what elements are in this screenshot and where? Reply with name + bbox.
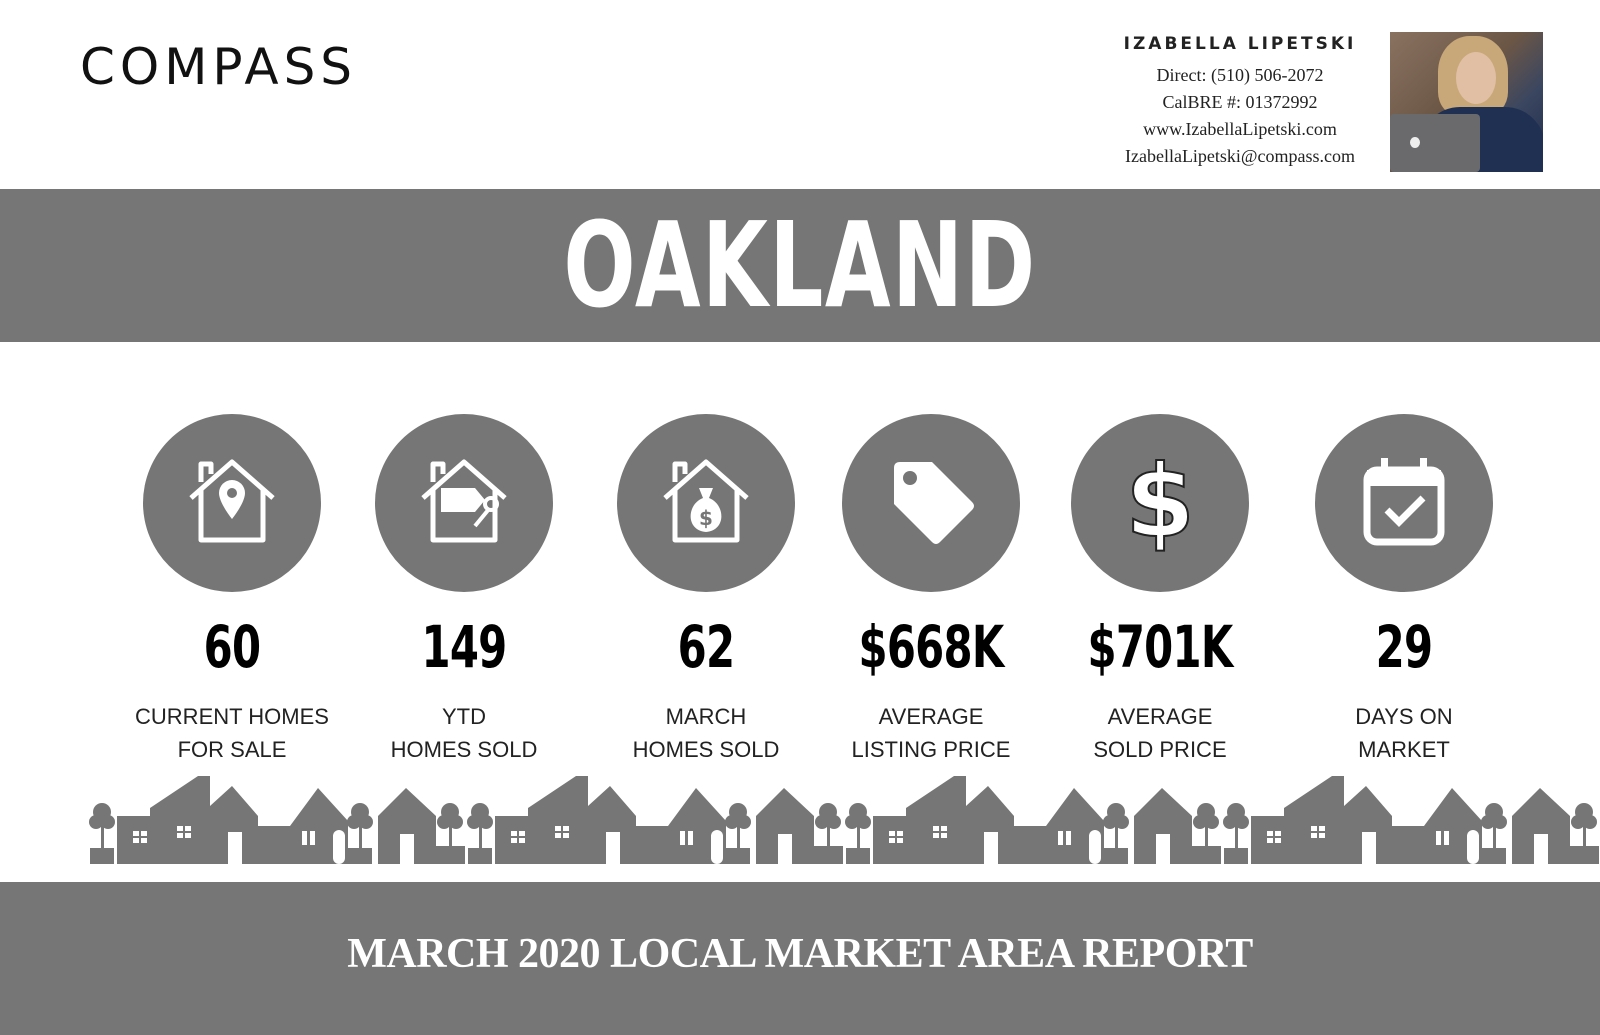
stat-value: 29 <box>1375 613 1433 681</box>
agent-contact: IZABELLA LIPETSKI Direct: (510) 506-2072… <box>1095 34 1385 170</box>
house-money-bag-icon: $ <box>663 459 749 543</box>
calendar-check-icon <box>1363 458 1445 546</box>
stat-label-line1: MARCH <box>665 704 747 729</box>
stat-value: 62 <box>677 613 735 681</box>
footer-banner <box>0 882 1600 1035</box>
stat-label: MARCH HOMES SOLD <box>586 700 826 766</box>
stat-icon-circle <box>375 414 553 592</box>
stat-icon-circle: $ <box>617 414 795 592</box>
stat-icon-circle <box>1315 414 1493 592</box>
price-tag-icon <box>894 462 974 544</box>
stat-4: $668K AVERAGE LISTING PRICE <box>811 414 1051 766</box>
stat-label-line1: YTD <box>442 704 486 729</box>
stat-label-line1: AVERAGE <box>1107 704 1213 729</box>
stat-label-line1: AVERAGE <box>878 704 984 729</box>
stat-label: AVERAGE LISTING PRICE <box>811 700 1051 766</box>
agent-photo <box>1390 32 1543 172</box>
houses-skyline-illustration <box>89 776 1599 864</box>
stat-value: $701K <box>1087 613 1234 681</box>
stat-label-line2: HOMES SOLD <box>390 737 538 762</box>
svg-text:$: $ <box>699 506 713 530</box>
stat-icon-circle: $ <box>1071 414 1249 592</box>
report-title: MARCH 2020 LOCAL MARKET AREA REPORT <box>347 931 1253 977</box>
stat-1: 60 CURRENT HOMES FOR SALE <box>112 414 352 766</box>
agent-license: CalBRE #: 01372992 <box>1162 92 1318 112</box>
stat-label-line2: FOR SALE <box>177 737 287 762</box>
stat-value: 60 <box>203 613 261 681</box>
stat-value: 149 <box>421 613 507 681</box>
stat-icon-circle <box>842 414 1020 592</box>
stat-value: $668K <box>858 613 1005 681</box>
stat-label-line1: CURRENT HOMES <box>135 704 329 729</box>
stat-label: YTD HOMES SOLD <box>344 700 584 766</box>
agent-email[interactable]: IzabellaLipetski@compass.com <box>1124 146 1355 166</box>
stat-label-line1: DAYS ON <box>1355 704 1453 729</box>
stat-label-line2: LISTING PRICE <box>851 737 1011 762</box>
stat-5: $ $701K AVERAGE SOLD PRICE <box>1040 414 1280 766</box>
stat-6: 29 DAYS ON MARKET <box>1284 414 1524 766</box>
stat-label-line2: MARKET <box>1358 737 1450 762</box>
svg-text:$: $ <box>1125 448 1195 558</box>
agent-name: IZABELLA LIPETSKI <box>1123 34 1357 54</box>
stat-3: $ 62 MARCH HOMES SOLD <box>586 414 826 766</box>
compass-logo: COMPASS <box>80 38 358 96</box>
city-banner <box>0 189 1600 342</box>
house-tag-key-icon <box>421 459 507 543</box>
city-title: OAKLAND <box>563 196 1037 334</box>
stat-icon-circle <box>143 414 321 592</box>
stat-label: CURRENT HOMES FOR SALE <box>112 700 352 766</box>
agent-website[interactable]: www.IzabellaLipetski.com <box>1143 119 1337 139</box>
agent-phone: Direct: (510) 506-2072 <box>1156 65 1324 85</box>
house-location-pin-icon <box>189 459 275 543</box>
stat-label-line2: SOLD PRICE <box>1093 737 1227 762</box>
stat-label: AVERAGE SOLD PRICE <box>1040 700 1280 766</box>
stat-2: 149 YTD HOMES SOLD <box>344 414 584 766</box>
dollar-sign-icon: $ <box>1124 448 1196 558</box>
stat-label-line2: HOMES SOLD <box>632 737 780 762</box>
stat-label: DAYS ON MARKET <box>1284 700 1524 766</box>
